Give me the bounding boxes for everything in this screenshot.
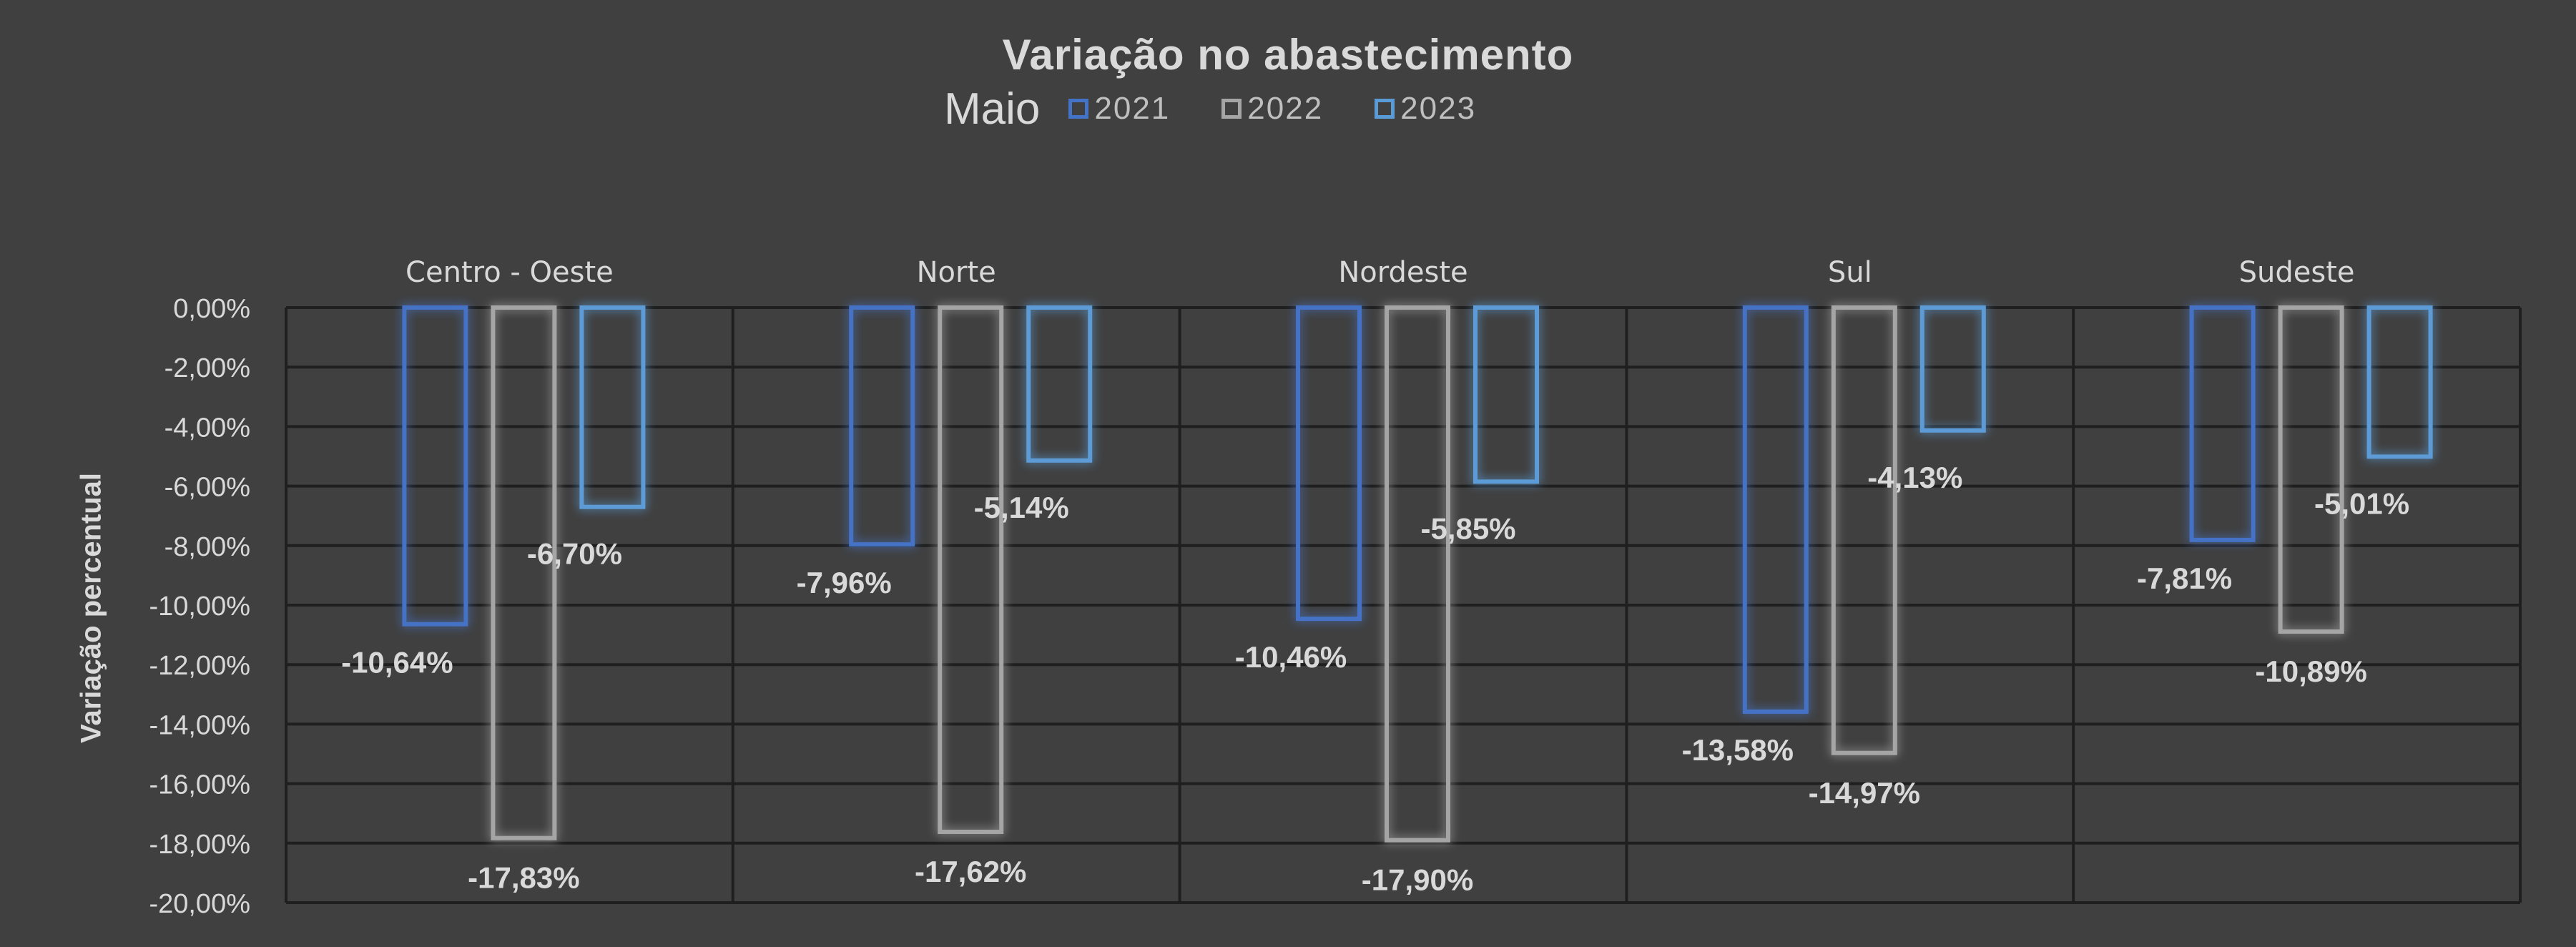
category-label: Sudeste — [2239, 256, 2355, 289]
legend-item: 2022 — [1221, 91, 1323, 127]
legend-swatch — [1068, 99, 1089, 119]
data-label: -7,96% — [797, 566, 892, 599]
bar — [2278, 305, 2344, 634]
data-label: -17,90% — [1362, 863, 1473, 897]
data-label: -10,64% — [341, 646, 453, 679]
bar — [491, 305, 557, 840]
bar — [1473, 305, 1539, 484]
legend-item: 2023 — [1375, 91, 1476, 127]
legend-label: 2021 — [1094, 91, 1171, 126]
data-label: -5,01% — [2314, 486, 2409, 520]
bar — [1026, 305, 1093, 463]
data-label: -6,70% — [527, 537, 622, 571]
chart-subtitle: Maio — [944, 84, 1041, 134]
legend-label: 2023 — [1400, 91, 1477, 126]
legend-swatch — [1375, 99, 1395, 119]
legend-label: 2022 — [1247, 91, 1324, 126]
category-label: Nordeste — [1338, 256, 1468, 289]
legend-swatch — [1221, 99, 1242, 119]
y-tick-label: -12,00% — [149, 651, 250, 681]
bar — [1296, 305, 1362, 622]
bar — [1742, 305, 1809, 714]
category-label: Centro - Oeste — [405, 256, 614, 289]
subtitle-legend-row: Maio 2021 2022 2023 — [944, 80, 1528, 137]
bar — [1919, 305, 1986, 433]
data-label: -13,58% — [1682, 733, 1794, 767]
data-label: -5,14% — [974, 491, 1069, 524]
y-tick-label: 0,00% — [173, 294, 250, 324]
y-tick-label: -14,00% — [149, 710, 250, 740]
y-tick-label: -16,00% — [149, 770, 250, 800]
chart-title: Variação no abastecimento — [1002, 31, 1574, 79]
bar — [849, 305, 915, 547]
data-label: -17,83% — [468, 861, 579, 895]
bar — [938, 305, 1004, 834]
y-tick-label: -18,00% — [149, 830, 250, 860]
data-label: -4,13% — [1867, 461, 1962, 494]
data-label: -17,62% — [915, 855, 1026, 888]
category-label: Norte — [917, 256, 996, 289]
bar — [1385, 305, 1450, 843]
y-tick-label: -10,00% — [149, 592, 250, 622]
bar — [402, 305, 468, 627]
data-label: -5,85% — [1420, 511, 1515, 545]
data-label: -14,97% — [1809, 776, 1920, 810]
y-tick-label: -2,00% — [164, 353, 250, 383]
bar — [579, 305, 646, 509]
legend-item: 2021 — [1068, 91, 1170, 127]
legend: 2021 2022 2023 — [1068, 91, 1528, 127]
y-tick-label: -4,00% — [164, 413, 250, 443]
bar — [2366, 305, 2433, 459]
y-tick-label: -6,00% — [164, 473, 250, 503]
bar — [2189, 305, 2256, 542]
data-label: -7,81% — [2137, 561, 2232, 595]
data-label: -10,46% — [1235, 640, 1347, 674]
y-tick-label: -8,00% — [164, 532, 250, 562]
data-label: -10,89% — [2255, 654, 2366, 688]
category-label: Sul — [1828, 256, 1872, 289]
y-tick-label: -20,00% — [149, 889, 250, 919]
bar — [1831, 305, 1897, 755]
